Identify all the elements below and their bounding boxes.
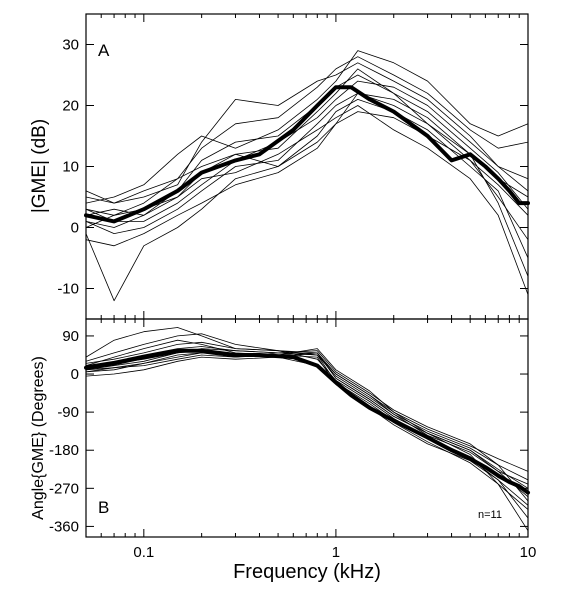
sample-size-annotation: n=11	[478, 509, 502, 521]
x-tick-label: 0.1	[133, 544, 154, 561]
panel-a-letter: A	[98, 41, 110, 60]
x-axis-title: Frequency (kHz)	[233, 561, 381, 583]
y-tick-label: -10	[57, 281, 79, 298]
series-line	[85, 346, 529, 498]
series-line	[85, 348, 529, 472]
panel-a-plot-frame	[85, 13, 529, 320]
series-line	[85, 352, 529, 531]
series-line	[85, 350, 529, 481]
mean-series-line	[84, 348, 530, 495]
panel-a: -10 0 10 20 30 A |GME| (dB)	[29, 13, 530, 320]
y-tick-label: 90	[62, 328, 79, 345]
panel-a-ticks	[85, 14, 529, 319]
series-line	[85, 68, 529, 216]
y-tick-label: -270	[49, 480, 79, 497]
series-line	[85, 62, 529, 204]
y-tick-label: 0	[71, 366, 79, 383]
series-line	[85, 348, 529, 519]
y-tick-label: 30	[62, 37, 79, 54]
panel-a-tick-labels: -10 0 10 20 30	[57, 37, 79, 298]
x-tick-label: 10	[520, 544, 537, 561]
series-line	[85, 50, 529, 204]
panel-b-tick-labels: 90 0 -90 -180 -270 -360 0.1 1 10	[49, 328, 536, 561]
y-tick-label: -90	[57, 404, 79, 421]
panel-a-y-axis-title: |GME| (dB)	[29, 119, 50, 213]
y-tick-label: 20	[62, 98, 79, 115]
mean-series-line	[84, 85, 530, 224]
series-line	[85, 339, 529, 506]
series-line	[85, 341, 529, 493]
series-line	[85, 92, 529, 247]
panel-b-letter: B	[98, 498, 109, 517]
x-tick-label: 1	[332, 544, 340, 561]
panel-b-ticks	[85, 319, 529, 537]
y-tick-label: -180	[49, 442, 79, 459]
series-line	[85, 80, 529, 222]
panel-b-plot-frame	[85, 318, 529, 538]
panel-b-y-axis-title: Angle{GME} (Degrees)	[30, 356, 47, 520]
series-line	[85, 352, 529, 489]
y-tick-label: -360	[49, 518, 79, 535]
series-line	[85, 92, 529, 277]
panel-b-lines	[84, 327, 530, 531]
panel-b: 90 0 -90 -180 -270 -360 0.1 1 10 B n=11 Angle{GM…	[30, 318, 536, 561]
series-line	[85, 99, 529, 302]
y-tick-label: 10	[62, 159, 79, 176]
y-tick-label: 0	[71, 220, 79, 237]
series-line	[85, 350, 529, 510]
series-line	[85, 111, 529, 216]
panel-a-lines	[84, 50, 530, 302]
series-line	[85, 56, 529, 204]
